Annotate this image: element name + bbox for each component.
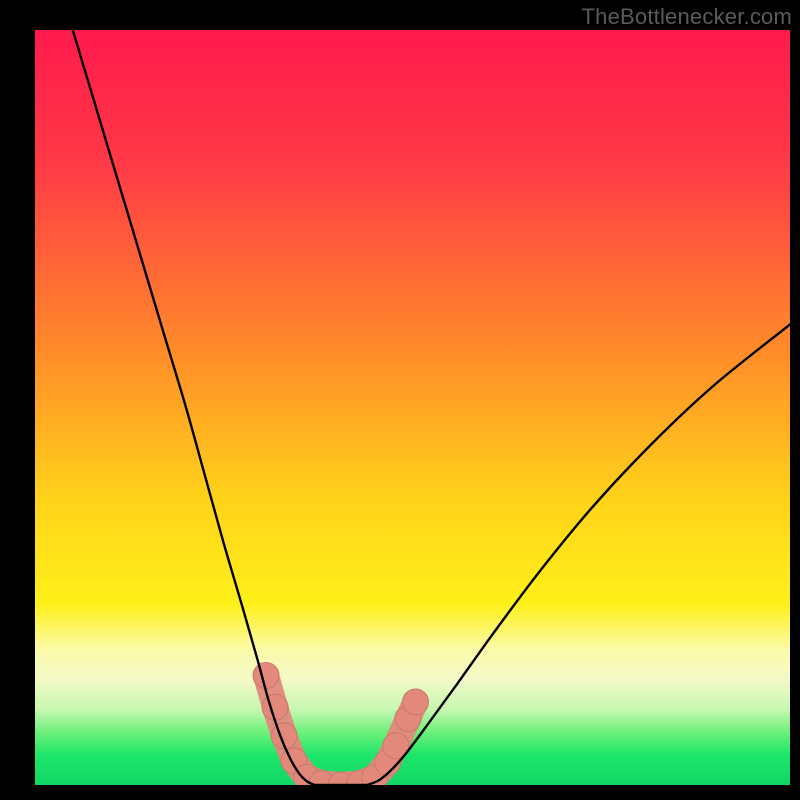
gradient-background [35,30,790,785]
chart-root: TheBottlenecker.com [0,0,800,800]
plot-svg [35,30,790,785]
plot-frame [35,30,790,785]
watermark-text: TheBottlenecker.com [582,4,792,30]
